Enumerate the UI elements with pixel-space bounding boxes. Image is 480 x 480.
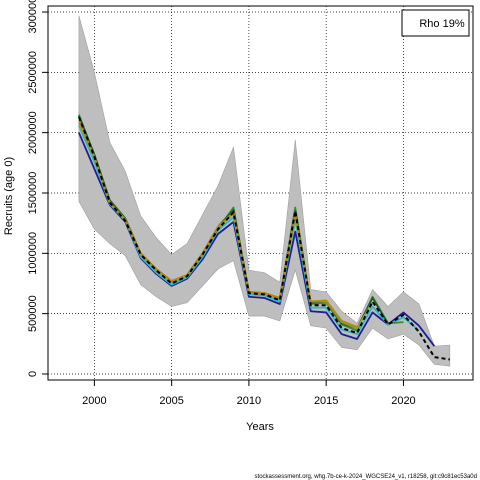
final-series-line	[77, 116, 450, 361]
x-tick-label: 2015	[314, 395, 338, 407]
x-axis: 2000 2005 2010 2015 2020	[82, 380, 416, 407]
x-tick-label: 2000	[82, 395, 106, 407]
x-tick-label: 2010	[237, 395, 261, 407]
y-tick-label: 500000	[27, 295, 39, 332]
y-tick-label: 1500000	[27, 172, 39, 215]
confidence-band-area	[78, 15, 451, 367]
y-axis: 0 500000 1000000 1500000 2000000 2500000 30000…	[27, 0, 48, 377]
legend-label: Rho 19%	[419, 18, 464, 30]
y-tick-label: 0	[27, 371, 39, 377]
y-tick-label: 1000000	[27, 232, 39, 275]
footer-source: stockassessment.org, whg.7b-ce-k-2024_WG…	[255, 474, 477, 480]
y-tick-label: 3000000	[27, 0, 39, 33]
final-estimate	[77, 116, 450, 361]
y-tick-label: 2000000	[27, 111, 39, 154]
x-tick-label: 2005	[159, 395, 183, 407]
legend: Rho 19%	[401, 9, 470, 37]
y-tick-label: 2500000	[27, 51, 39, 94]
x-tick-label: 2020	[391, 395, 415, 407]
y-axis-title: Recruits (age 0)	[3, 157, 15, 235]
legend-box	[401, 9, 470, 37]
x-axis-title: Years	[246, 421, 274, 433]
confidence-band	[78, 15, 451, 367]
